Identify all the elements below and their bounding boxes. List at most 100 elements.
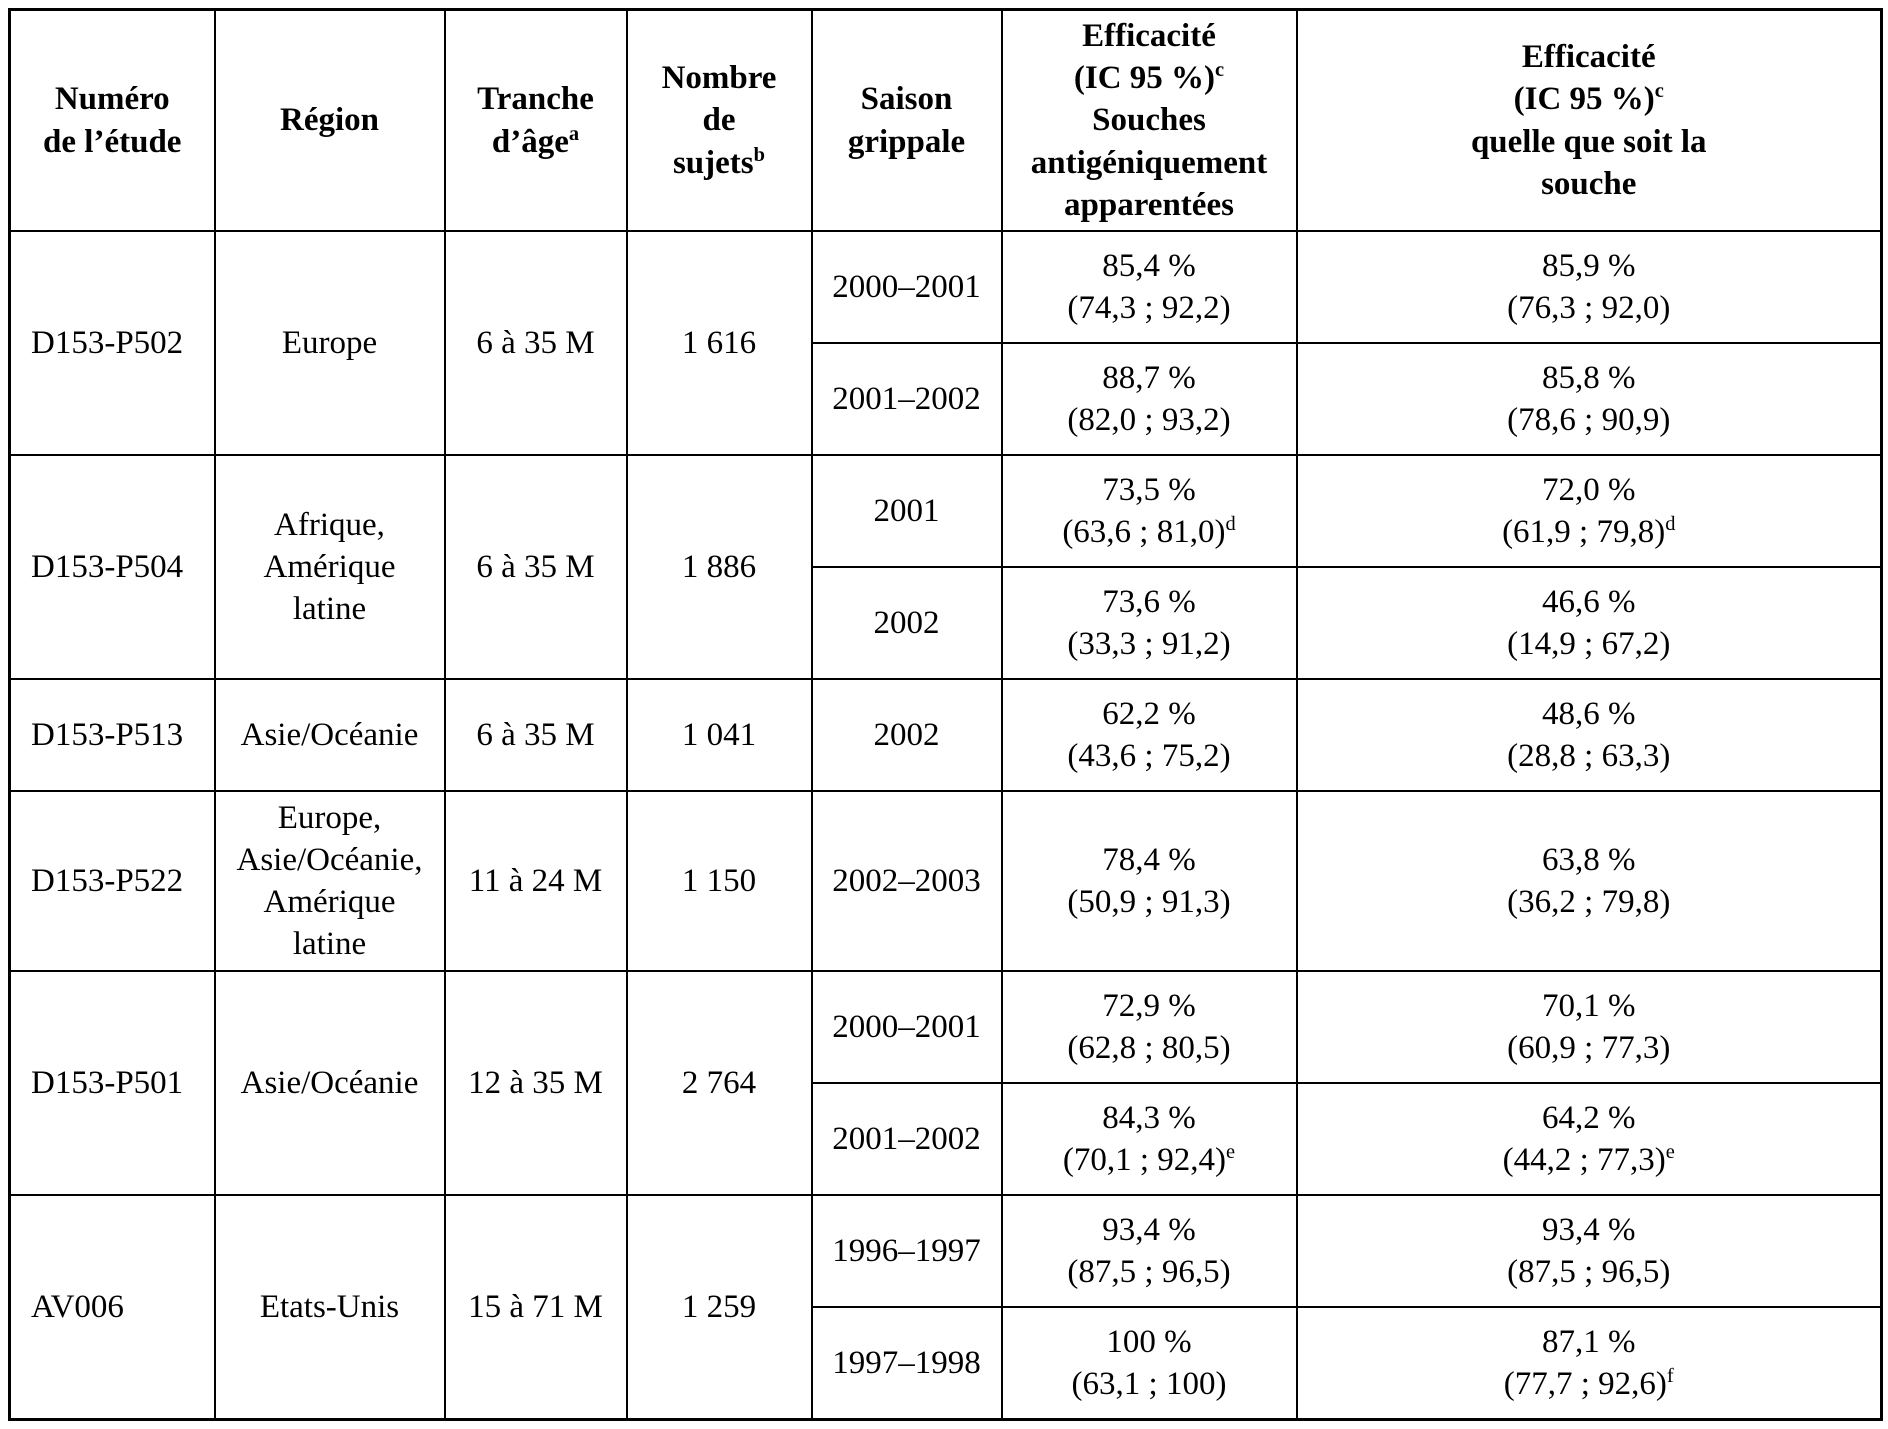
- efficacy-ci: (33,3 ; 91,2): [1067, 626, 1231, 663]
- table-row: D153-P501 Asie/Océanie 12 à 35 M 2 764 2…: [8, 970, 1883, 1197]
- age-range-cell: 6 à 35 M: [443, 678, 628, 793]
- efficacy-ci: (62,8 ; 80,5): [1067, 1030, 1231, 1067]
- study-id-cell: AV006: [8, 1194, 216, 1421]
- efficacy-value: 62,2 %: [1102, 695, 1196, 732]
- table-row: 1997–1998 100 % (63,1 ; 100) 87,1 % (77,…: [10, 1306, 1883, 1421]
- efficacy-value: 73,5 %: [1102, 471, 1196, 508]
- efficacy-ci: (63,6 ; 81,0): [1062, 514, 1226, 551]
- efficacy-value: 46,6 %: [1542, 583, 1636, 620]
- efficacy-any-cell: 64,2 % (44,2 ; 77,3)e: [1295, 1082, 1883, 1197]
- age-range-cell: 11 à 24 M: [443, 790, 628, 973]
- footnote-marker-a: a: [568, 122, 580, 145]
- efficacy-ci: (78,6 ; 90,9): [1507, 402, 1671, 439]
- footnote-marker-c: c: [1654, 80, 1664, 103]
- season-cell: 2001: [810, 454, 1003, 569]
- efficacy-ci: (43,6 ; 75,2): [1067, 738, 1231, 775]
- efficacy-matched-cell: 72,9 % (62,8 ; 80,5): [1000, 970, 1298, 1085]
- study-id-cell: D153-P501: [8, 970, 216, 1197]
- efficacy-value: 73,6 %: [1102, 583, 1196, 620]
- col-header-season: Saison grippale: [810, 8, 1003, 233]
- region-text: Europe, Asie/Océanie, Amérique latine: [236, 799, 423, 963]
- footnote-marker: e: [1226, 1141, 1236, 1164]
- efficacy-matched-cell: 84,3 % (70,1 ; 92,4)e: [1000, 1082, 1298, 1197]
- efficacy-ci: (87,5 ; 96,5): [1067, 1254, 1231, 1291]
- season-cell: 2002: [810, 566, 1003, 681]
- efficacy-value: 70,1 %: [1542, 987, 1636, 1024]
- study-id-cell: D153-P502: [8, 230, 216, 457]
- efficacy-any-cell: 85,9 % (76,3 ; 92,0): [1295, 230, 1883, 345]
- efficacy-value: 84,3 %: [1102, 1099, 1196, 1136]
- region-cell: Europe, Asie/Océanie, Amérique latine: [213, 790, 446, 973]
- table-row: D153-P502 Europe 6 à 35 M 1 616 2000–200…: [8, 230, 1883, 457]
- table-row: 2001–2002 84,3 % (70,1 ; 92,4)e 64,2 % (…: [10, 1082, 1883, 1197]
- region-cell: Europe: [213, 230, 446, 457]
- col-header-efficacy-matched: Efficacité (IC 95 %)c Souches antigéniquem…: [1000, 8, 1298, 233]
- efficacy-ci: (87,5 ; 96,5): [1507, 1254, 1671, 1291]
- subjects-count-cell: 1 886: [625, 454, 813, 681]
- efficacy-any-cell: 72,0 % (61,9 ; 79,8)d: [1295, 454, 1883, 569]
- efficacy-value: 85,4 %: [1102, 247, 1196, 284]
- season-cell: 2000–2001: [810, 970, 1003, 1085]
- efficacy-value: 87,1 %: [1542, 1323, 1636, 1360]
- efficacy-ci: (63,1 ; 100): [1071, 1365, 1227, 1402]
- col-header-study: Numéro de l’étude: [8, 8, 216, 233]
- season-cell: 2000–2001: [810, 230, 1003, 345]
- efficacy-ci: (77,7 ; 92,6): [1503, 1365, 1667, 1402]
- col-header-study-label: Numéro de l’étude: [43, 81, 182, 160]
- region-text: Asie/Océanie: [240, 1065, 419, 1102]
- efficacy-any-cell: 85,8 % (78,6 ; 90,9): [1295, 342, 1883, 457]
- age-range-cell: 12 à 35 M: [443, 970, 628, 1197]
- season-cell: 2001–2002: [810, 342, 1003, 457]
- efficacy-matched-cell: 73,6 % (33,3 ; 91,2): [1000, 566, 1298, 681]
- table-row: D153-P504 Afrique, Amérique latine 6 à 35 …: [8, 454, 1883, 681]
- season-cell: 1996–1997: [810, 1194, 1003, 1309]
- footnote-marker: d: [1225, 513, 1236, 536]
- efficacy-any-cell: 63,8 % (36,2 ; 79,8): [1295, 790, 1883, 973]
- efficacy-any-cell: 70,1 % (60,9 ; 77,3): [1295, 970, 1883, 1085]
- footnote-marker: f: [1666, 1364, 1674, 1387]
- region-text: Afrique, Amérique latine: [263, 506, 396, 628]
- age-range-cell: 15 à 71 M: [443, 1194, 628, 1421]
- efficacy-value: 93,4 %: [1542, 1211, 1636, 1248]
- efficacy-matched-cell: 62,2 % (43,6 ; 75,2): [1000, 678, 1298, 793]
- age-range-cell: 6 à 35 M: [443, 230, 628, 457]
- col-header-efficacy-any-subtitle: quelle que soit la souche: [1470, 123, 1707, 202]
- efficacy-ci: (82,0 ; 93,2): [1067, 402, 1231, 439]
- col-header-efficacy-any: Efficacité (IC 95 %)c quelle que soit la s…: [1295, 8, 1883, 233]
- col-header-season-label: Saison grippale: [847, 81, 966, 160]
- table-row: D153-P513 Asie/Océanie 6 à 35 M 1 041 20…: [8, 678, 1883, 793]
- col-header-subjects: Nombre de sujetsb: [625, 8, 813, 233]
- region-cell: Etats-Unis: [213, 1194, 446, 1421]
- col-header-efficacy-matched-title: Efficacité (IC 95 %): [1073, 18, 1216, 97]
- study-id-cell: D153-P513: [8, 678, 216, 793]
- efficacy-value: 48,6 %: [1542, 695, 1636, 732]
- efficacy-matched-cell: 73,5 % (63,6 ; 81,0)d: [1000, 454, 1298, 569]
- season-cell: 2002: [810, 678, 1003, 793]
- col-header-efficacy-matched-subtitle: Souches antigéniquement apparentées: [1030, 102, 1268, 223]
- efficacy-matched-cell: 93,4 % (87,5 ; 96,5): [1000, 1194, 1298, 1309]
- efficacy-value: 78,4 %: [1102, 841, 1196, 878]
- efficacy-ci: (60,9 ; 77,3): [1507, 1030, 1671, 1067]
- efficacy-matched-cell: 88,7 % (82,0 ; 93,2): [1000, 342, 1298, 457]
- subjects-count-cell: 1 041: [625, 678, 813, 793]
- efficacy-ci: (28,8 ; 63,3): [1507, 738, 1671, 775]
- region-cell: Asie/Océanie: [213, 678, 446, 793]
- col-header-age: Tranche d’âgea: [443, 8, 628, 233]
- subjects-count-cell: 1 150: [625, 790, 813, 973]
- efficacy-value: 93,4 %: [1102, 1211, 1196, 1248]
- efficacy-any-cell: 93,4 % (87,5 ; 96,5): [1295, 1194, 1883, 1309]
- region-text: Asie/Océanie: [240, 717, 419, 754]
- efficacy-value: 85,8 %: [1542, 359, 1636, 396]
- col-header-region-label: Région: [280, 102, 379, 139]
- header-row: Numéro de l’étude Région Tranche d’âgea No…: [8, 8, 1883, 233]
- subjects-count-cell: 2 764: [625, 970, 813, 1197]
- study-id-cell: D153-P504: [8, 454, 216, 681]
- table-row: 2002 73,6 % (33,3 ; 91,2) 46,6 % (14,9 ;…: [10, 566, 1883, 681]
- footnote-marker-b: b: [753, 143, 766, 166]
- table-body: D153-P502 Europe 6 à 35 M 1 616 2000–200…: [8, 230, 1883, 1421]
- efficacy-ci: (70,1 ; 92,4): [1062, 1142, 1227, 1179]
- col-header-region: Région: [213, 8, 446, 233]
- col-header-age-label: Tranche d’âge: [477, 81, 594, 160]
- efficacy-ci: (14,9 ; 67,2): [1507, 626, 1671, 663]
